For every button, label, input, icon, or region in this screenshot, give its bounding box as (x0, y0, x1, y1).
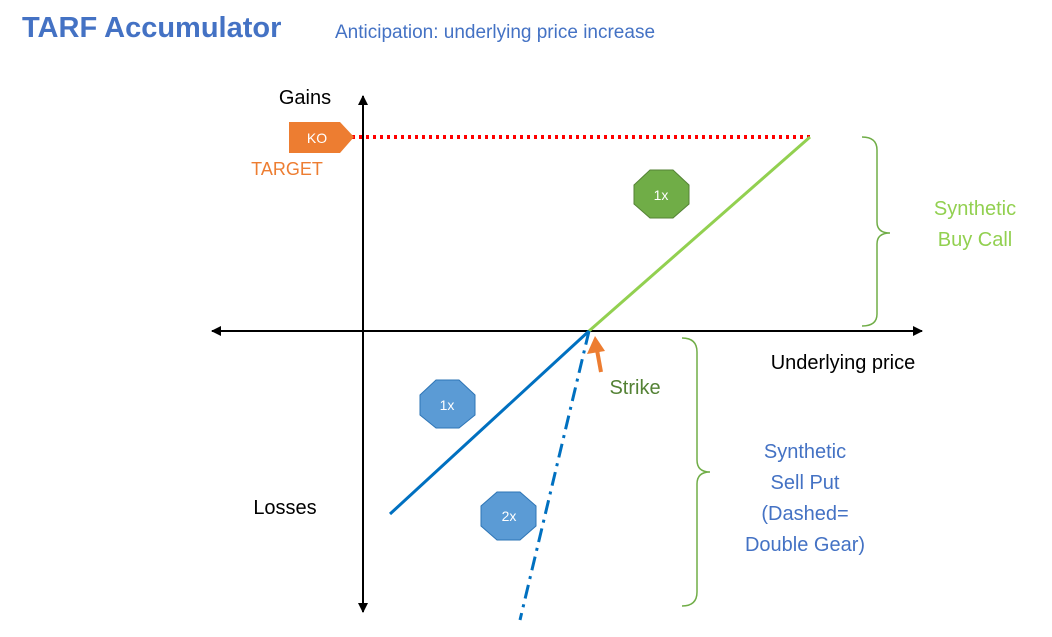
synthetic-call-line (588, 135, 811, 333)
put-gear-badge (419, 379, 476, 429)
double-gear-text: 2x (502, 508, 517, 524)
underlying-price-label: Underlying price (771, 352, 916, 374)
page-title: TARF Accumulator (22, 12, 282, 44)
double-gear-put-line (518, 330, 591, 621)
call-gear-badge (633, 169, 690, 219)
double-gear-badge (480, 491, 537, 541)
call-gear-text: 1x (654, 187, 669, 203)
ko-badge-shape (289, 122, 354, 153)
put-brace (681, 337, 711, 607)
page-subtitle: Anticipation: underlying price increase (335, 22, 656, 43)
put-gear-text: 1x (440, 397, 455, 413)
synthetic-put-line (388, 329, 591, 516)
gains-label: Gains (279, 87, 331, 109)
call-brace-line-1: Synthetic (934, 198, 1016, 220)
call-brace-line-2: Buy Call (938, 229, 1012, 251)
strike-label: Strike (609, 377, 660, 399)
strike-arrow-shaft (595, 349, 603, 373)
call-brace (861, 136, 891, 327)
losses-label: Losses (253, 497, 316, 519)
target-label: TARGET (251, 159, 323, 179)
put-brace-line-4: Double Gear) (745, 534, 865, 556)
put-brace-line-3: (Dashed= (761, 503, 848, 525)
put-brace-line-1: Synthetic (764, 441, 846, 463)
strike-arrow-head (587, 336, 605, 354)
put-brace-line-2: Sell Put (771, 472, 840, 494)
ko-badge-text: KO (307, 130, 327, 146)
